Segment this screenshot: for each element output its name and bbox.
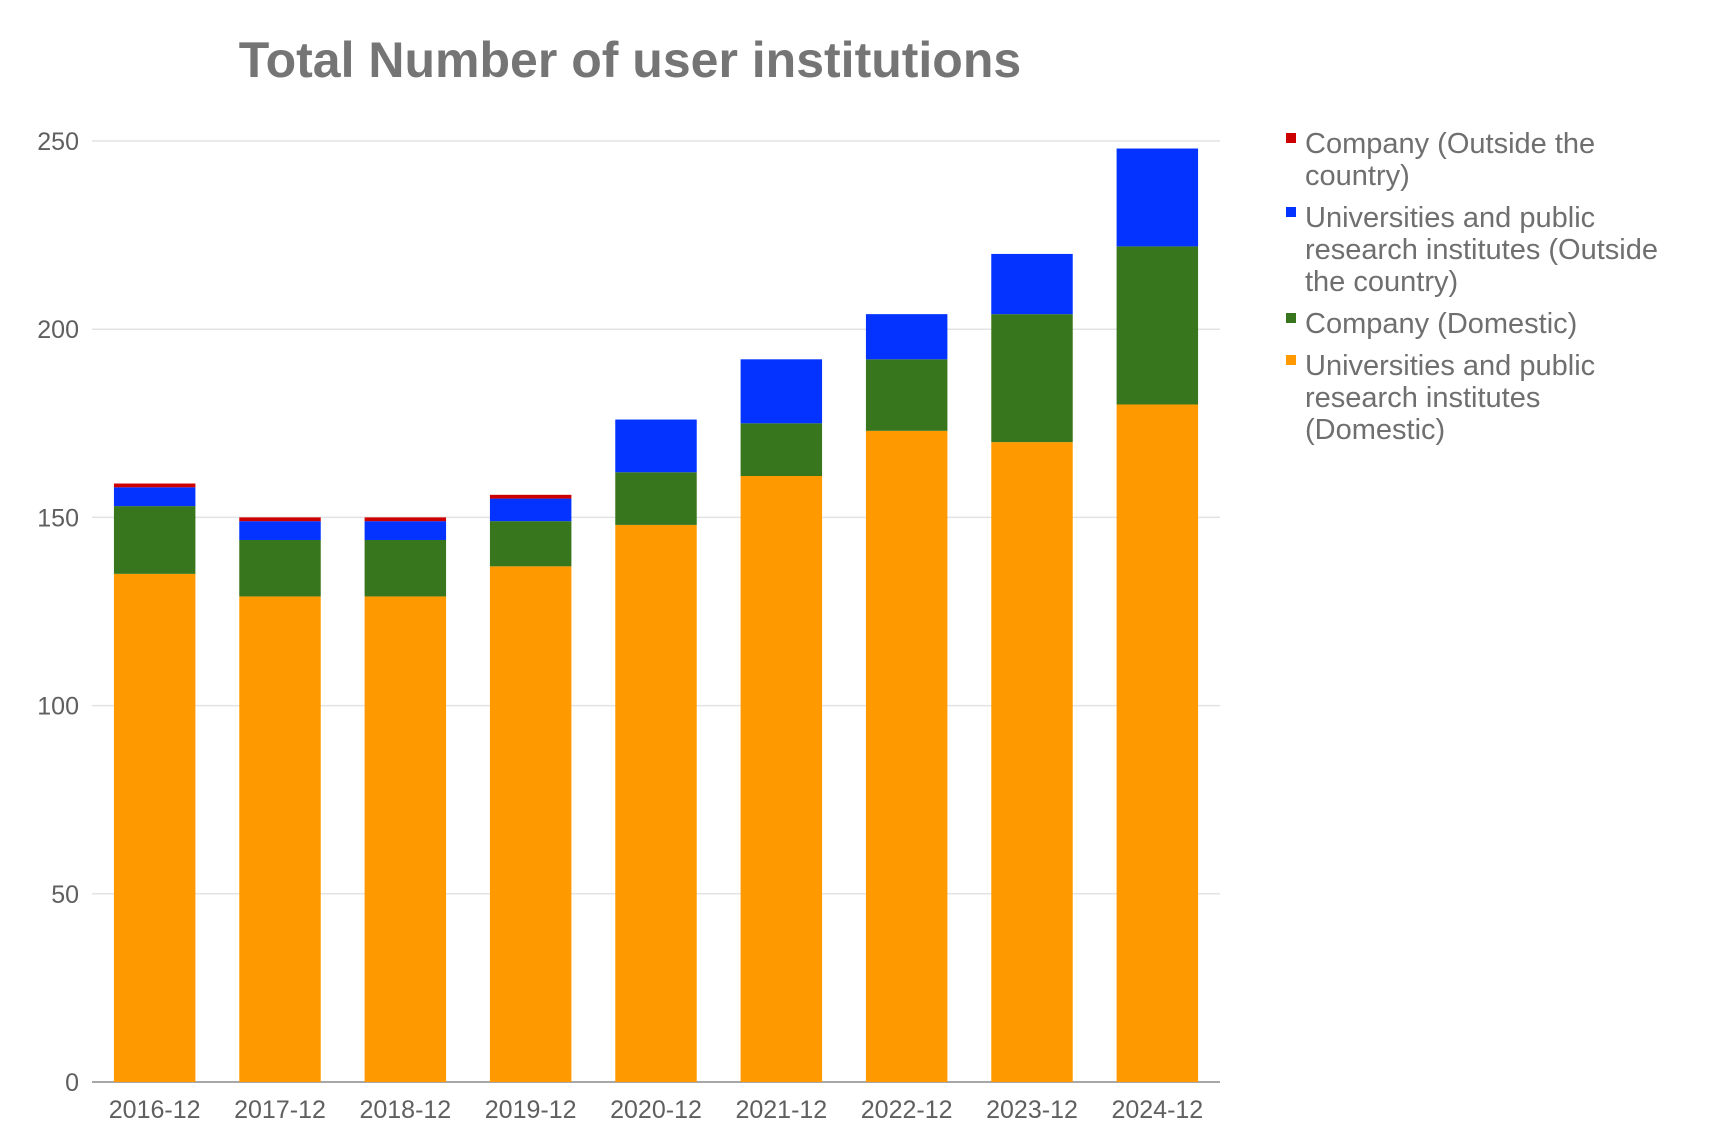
legend-label: Company (Outside the — [1305, 128, 1595, 160]
y-tick-label: 150 — [37, 504, 79, 532]
bar-segment — [615, 524, 697, 1082]
bar-segment — [740, 423, 823, 476]
chart-title: Total Number of user institutions — [239, 32, 1021, 88]
y-tick-label: 100 — [37, 693, 79, 721]
legend-label: Universities and public — [1305, 350, 1595, 382]
legend-swatch — [1286, 207, 1296, 217]
bar-segment — [113, 487, 196, 507]
bar-segment — [239, 521, 321, 540]
legend-label: Universities and public — [1305, 202, 1595, 234]
bar-segment — [239, 596, 321, 1082]
bar-segment — [991, 442, 1073, 1082]
x-axis: 2016-12 2017-12 2018-12 2019-12 2020-12 2021-… — [109, 1096, 1203, 1124]
bar-segment — [991, 253, 1073, 315]
bar-segment — [615, 419, 697, 473]
bar-segment — [364, 539, 447, 597]
bar-segment — [740, 475, 823, 1083]
x-tick-label: 2022-12 — [861, 1096, 953, 1124]
legend-swatch — [1286, 313, 1296, 323]
legend-swatch — [1286, 133, 1296, 143]
legend-label: (Domestic) — [1305, 414, 1445, 446]
bar-segment — [1116, 148, 1199, 247]
bar-segment — [364, 596, 447, 1082]
bar-segment — [113, 483, 196, 488]
bar-segment — [489, 494, 572, 499]
bar-segment — [865, 430, 948, 1082]
bar-segment — [113, 573, 196, 1082]
bar-segment — [865, 359, 948, 431]
x-tick-label: 2023-12 — [986, 1096, 1078, 1124]
bars — [113, 148, 1199, 1083]
bar-segment — [1116, 246, 1199, 405]
legend-label: the country) — [1305, 266, 1458, 298]
bar-segment — [615, 472, 697, 525]
y-tick-label: 0 — [65, 1069, 79, 1097]
x-tick-label: 2019-12 — [485, 1096, 577, 1124]
bar-segment — [489, 521, 572, 567]
bar-segment — [489, 566, 572, 1082]
y-tick-label: 50 — [51, 881, 79, 909]
x-tick-label: 2018-12 — [359, 1096, 451, 1124]
x-tick-label: 2024-12 — [1111, 1096, 1203, 1124]
x-tick-label: 2021-12 — [735, 1096, 827, 1124]
y-axis: 0 50 100 150 200 250 — [37, 128, 79, 1097]
bar-segment — [364, 521, 447, 540]
legend-swatch — [1286, 355, 1296, 365]
bar-segment — [1116, 404, 1199, 1083]
x-tick-label: 2020-12 — [610, 1096, 702, 1124]
bar-segment — [364, 517, 447, 522]
legend-label: research institutes — [1305, 382, 1540, 414]
legend-label: research institutes (Outside — [1305, 234, 1658, 266]
y-tick-label: 250 — [37, 128, 79, 156]
bar-segment — [113, 506, 196, 574]
bar-segment — [740, 359, 823, 424]
legend-label: country) — [1305, 160, 1410, 192]
bar-segment — [239, 517, 321, 522]
x-tick-label: 2017-12 — [234, 1096, 326, 1124]
y-tick-label: 200 — [37, 316, 79, 344]
bar-segment — [489, 498, 572, 522]
bar-segment — [239, 539, 321, 597]
x-tick-label: 2016-12 — [109, 1096, 201, 1124]
bar-segment — [865, 314, 948, 360]
legend-label: Company (Domestic) — [1305, 308, 1577, 340]
bar-segment — [991, 314, 1073, 443]
